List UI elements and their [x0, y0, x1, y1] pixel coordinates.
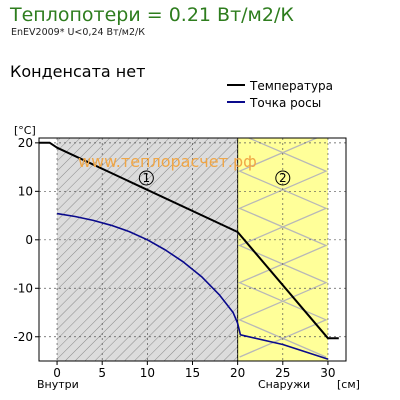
y-axis-label: [°C]: [14, 124, 36, 137]
x-tick-label: 5: [98, 366, 106, 380]
insulation-zigzag-line: [238, 138, 328, 358]
enev-standard-subtitle: EnEV2009* U<0,24 Вт/м2/К: [11, 27, 145, 38]
layer-number-label: 2: [279, 171, 287, 185]
layer-number-label: 1: [143, 171, 151, 185]
condensation-status: Конденсата нет: [10, 62, 146, 81]
x-tick-label: 10: [140, 366, 155, 380]
heat-loss-title: Теплопотери = 0.21 Вт/м2/К: [10, 4, 294, 26]
x-tick-label: 30: [320, 366, 335, 380]
legend-dew-point-label: Точка росы: [249, 96, 321, 110]
legend-temperature-label: Температура: [249, 79, 333, 93]
x-tick-label: 20: [230, 366, 245, 380]
y-tick-label: 0: [25, 233, 33, 247]
insulation-zigzag: [238, 138, 328, 358]
y-tick-label: 20: [18, 136, 33, 150]
y-tick-label: 10: [18, 184, 33, 198]
x-axis-unit: [см]: [337, 378, 360, 391]
temperature-line: [39, 141, 339, 340]
insulation-zigzag-line: [238, 138, 328, 358]
x-axis-label-outside: Снаружи: [258, 378, 310, 391]
dew-point-line: [56, 212, 329, 360]
x-tick-label: 25: [275, 366, 290, 380]
x-axis-label-inside: Внутри: [37, 378, 79, 391]
layer-number-circle: [138, 170, 154, 186]
plot-frame: [38, 137, 347, 362]
watermark-text: www.теплорасчет.рф: [78, 152, 257, 171]
chart-legend: Температура Точка росы: [227, 79, 333, 110]
x-tick-label: 0: [53, 366, 61, 380]
layer-number-circle: [275, 170, 291, 186]
y-tick-label: -20: [13, 330, 33, 344]
y-tick-label: -10: [13, 281, 33, 295]
x-tick-label: 15: [185, 366, 200, 380]
